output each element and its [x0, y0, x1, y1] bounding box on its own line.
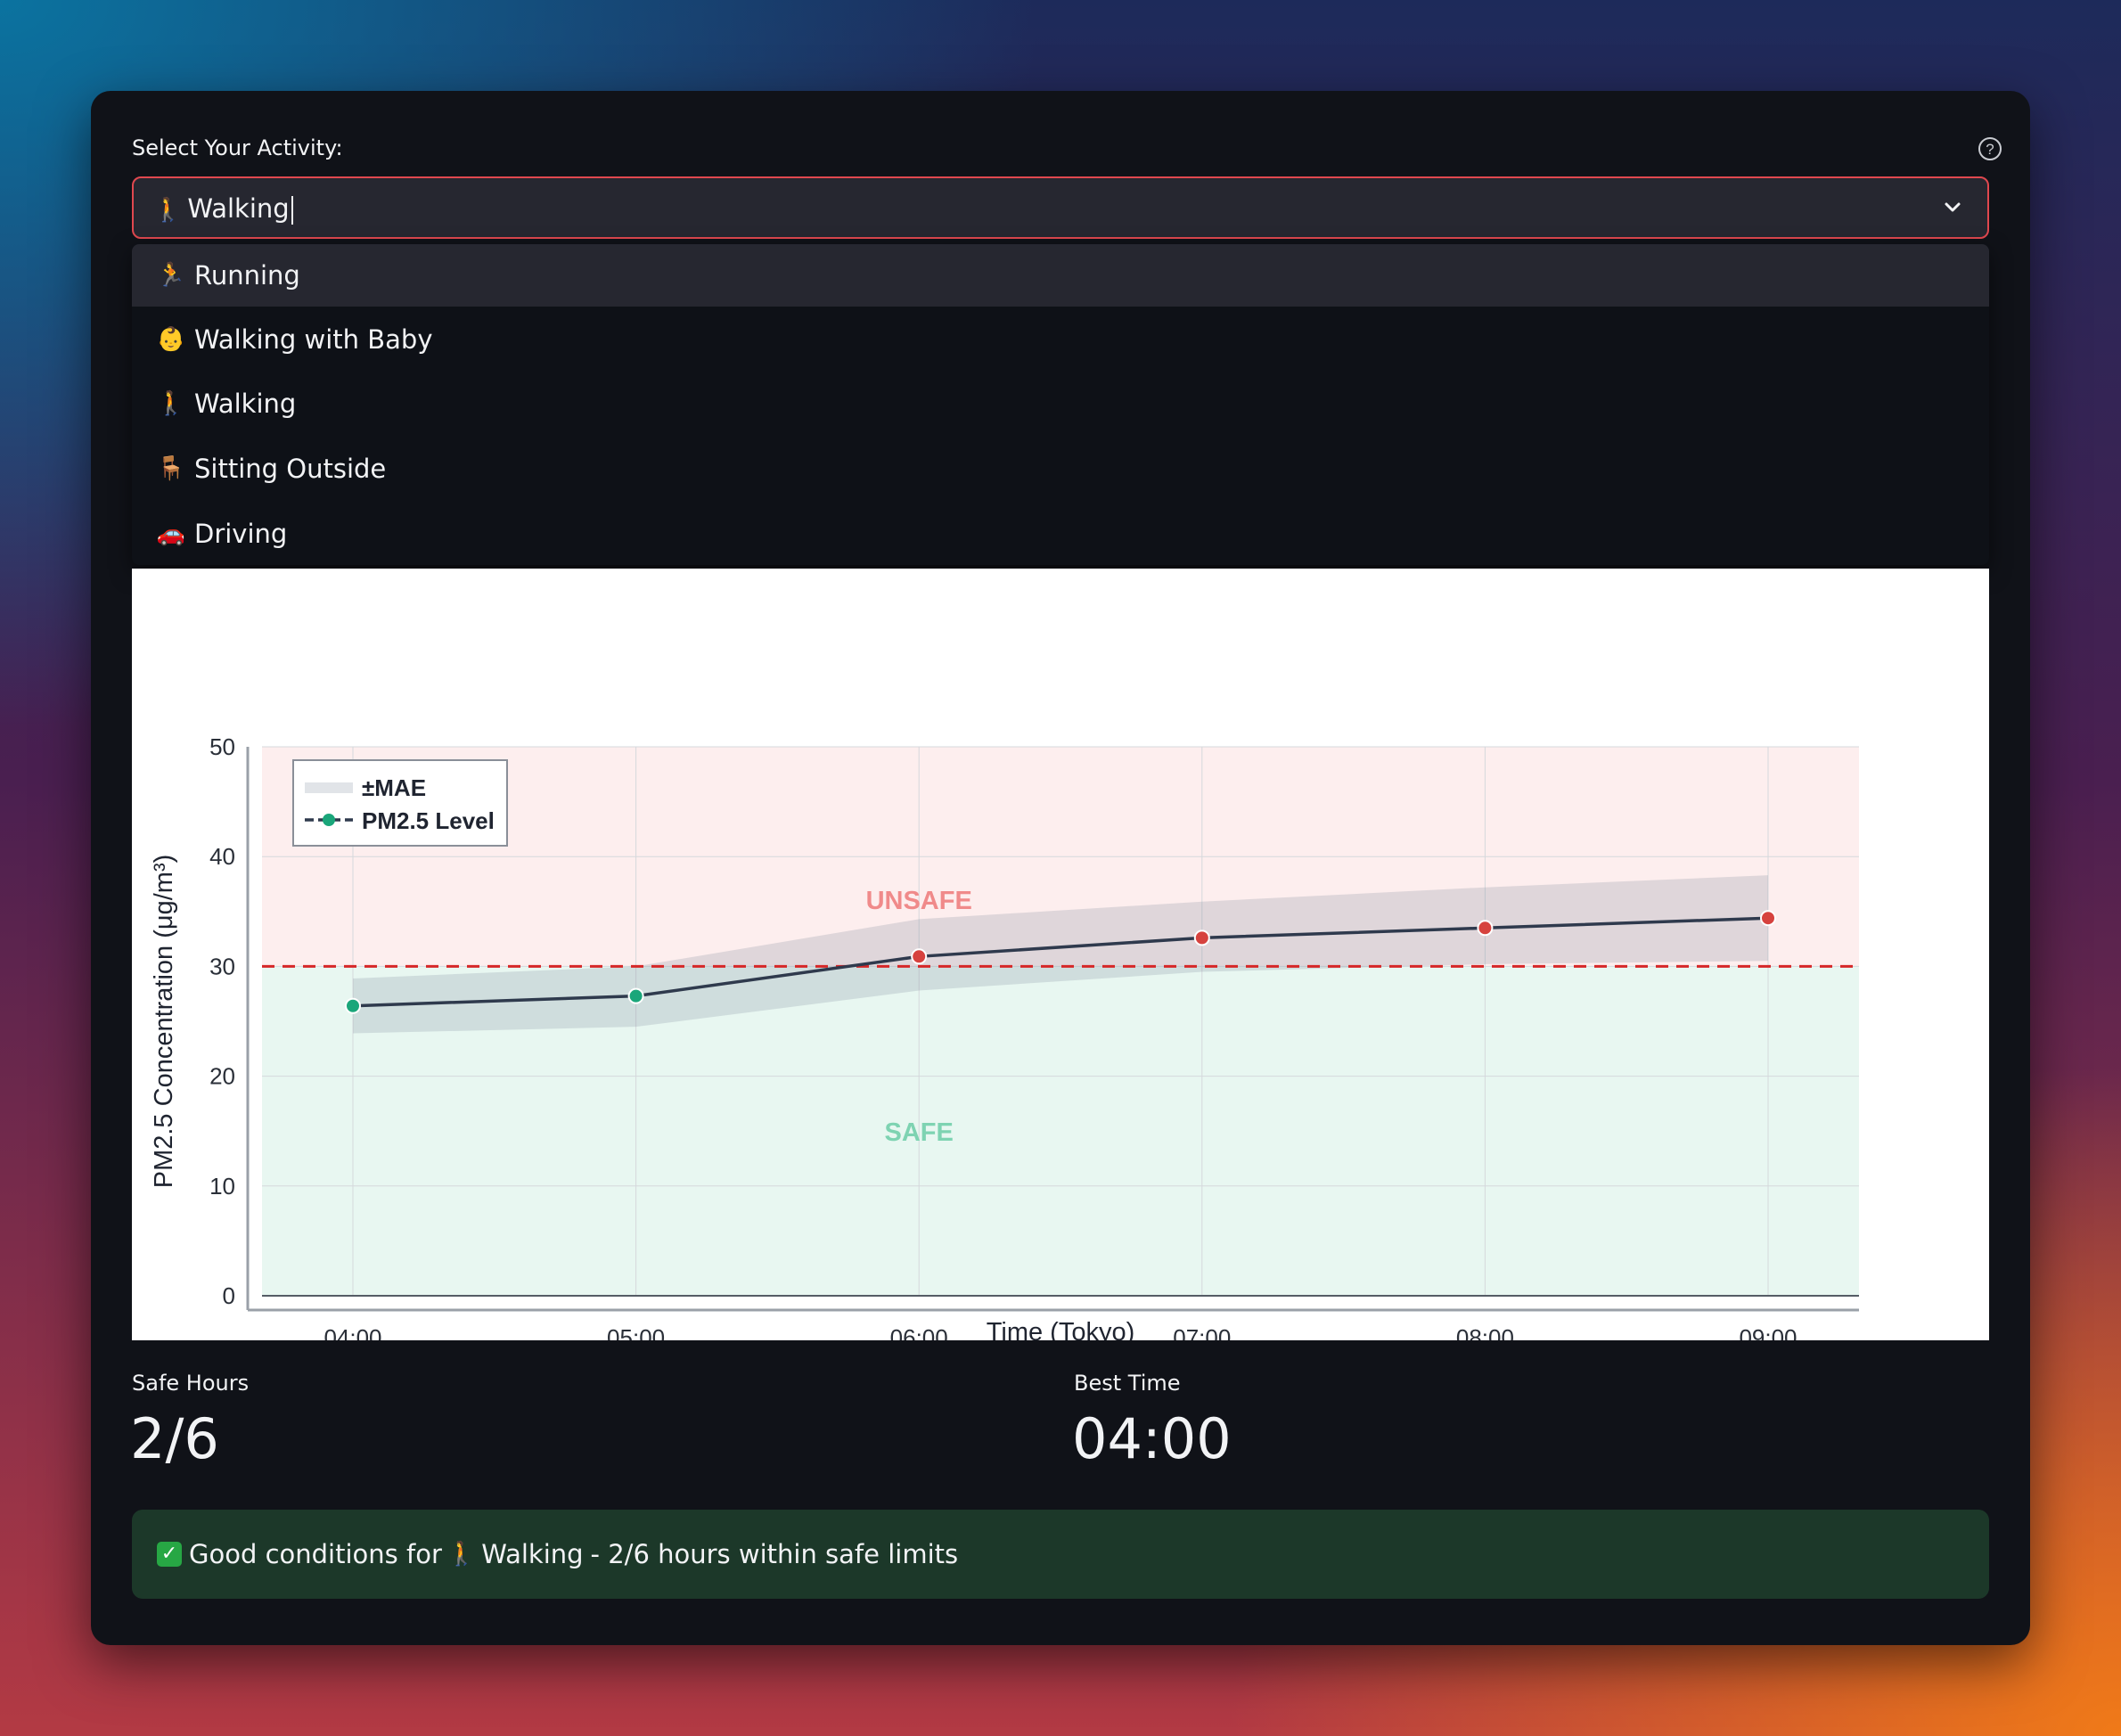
best-time-value: 04:00: [1072, 1406, 1232, 1471]
baby-icon: 👶: [156, 326, 186, 353]
best-time-label: Best Time: [1074, 1371, 1181, 1396]
activity-dropdown-menu: 🏃 Running 👶 Walking with Baby 🚶 Walking …: [132, 244, 1989, 565]
walking-person-icon: 🚶: [153, 197, 183, 224]
x-tick-label: 08:00: [1456, 1324, 1514, 1340]
mae-band: [353, 875, 1768, 1034]
pm25-line: [352, 916, 1769, 1008]
activity-card: Select Your Activity: ? 🚶 Walking 🏃 Runni…: [91, 91, 2030, 1645]
activity-select-value[interactable]: 🚶 Walking: [153, 193, 293, 225]
safe-zone-label: SAFE: [885, 1118, 954, 1147]
activity-select-label: Select Your Activity:: [132, 135, 343, 160]
pm25-point: [627, 987, 644, 1004]
status-alert: ✓ Good conditions for 🚶 Walking - 2/6 ho…: [132, 1510, 1989, 1599]
pm25-point: [911, 948, 928, 965]
legend-swatch-mae: [305, 782, 353, 793]
walking-person-icon: 🚶: [156, 390, 186, 417]
pm25-chart-panel: 0 10 20 30 40 50 04:00 05:00 06:00 07:00 08:00 09:0…: [132, 569, 1989, 1351]
dropdown-option-walking[interactable]: 🚶 Walking: [156, 389, 297, 419]
legend-label-mae: ±MAE: [362, 774, 426, 801]
pm25-point: [1760, 910, 1776, 927]
y-tick-label: 20: [209, 1063, 235, 1090]
x-tick-label: 05:00: [607, 1324, 665, 1340]
dropdown-option-running[interactable]: 🏃 Running: [132, 244, 1989, 307]
safe-zone: [262, 966, 1859, 1296]
dropdown-option-driving[interactable]: 🚗 Driving: [156, 519, 288, 549]
legend-swatch-point: [323, 814, 335, 826]
safe-hours-label: Safe Hours: [132, 1371, 250, 1396]
x-tick-label: 04:00: [323, 1324, 381, 1340]
walking-person-icon: 🚶: [446, 1541, 477, 1568]
y-tick-label: 30: [209, 953, 235, 979]
pm25-point: [345, 997, 361, 1014]
chevron-down-icon[interactable]: [1941, 196, 1964, 219]
y-tick-label: 0: [223, 1282, 235, 1309]
running-person-icon: 🏃: [156, 262, 186, 289]
pm25-point: [1193, 929, 1210, 946]
x-tick-label: 06:00: [890, 1324, 948, 1340]
dropdown-option-walking-with-baby[interactable]: 👶 Walking with Baby: [156, 324, 433, 355]
x-tick-label: 07:00: [1173, 1324, 1231, 1340]
legend-label-pm25: PM2.5 Level: [362, 807, 495, 834]
svg-text:?: ?: [1986, 141, 1994, 158]
activity-select[interactable]: 🚶 Walking: [132, 176, 1989, 239]
x-tick-label: 09:00: [1739, 1324, 1797, 1340]
pm25-point: [1477, 920, 1494, 937]
y-tick-label: 40: [209, 843, 235, 870]
chair-icon: 🪑: [156, 455, 186, 482]
safe-hours-value: 2/6: [130, 1406, 219, 1471]
legend-box: [292, 759, 508, 847]
y-tick-label: 10: [209, 1173, 235, 1200]
pm25-chart: 0 10 20 30 40 50 04:00 05:00 06:00 07:00 08:00 09:0…: [150, 733, 1859, 1351]
check-mark-icon: ✓: [157, 1542, 182, 1567]
help-icon[interactable]: ?: [1977, 135, 2003, 162]
x-axis-title: Time (Tokyo): [987, 1318, 1135, 1340]
y-tick-label: 50: [209, 733, 235, 760]
unsafe-zone-label: UNSAFE: [866, 887, 972, 915]
dropdown-option-sitting-outside[interactable]: 🪑 Sitting Outside: [156, 454, 387, 484]
y-axis-title: PM2.5 Concentration (μg/m³): [150, 855, 178, 1189]
car-icon: 🚗: [156, 520, 186, 547]
